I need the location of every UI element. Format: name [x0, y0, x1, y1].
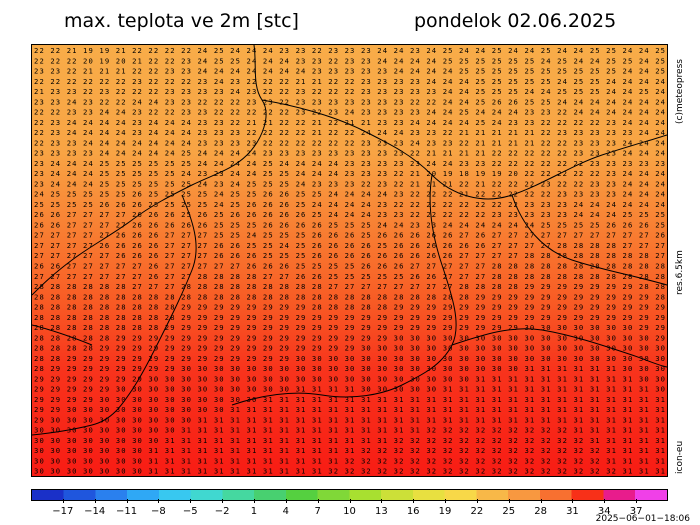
value-row: 22 22 22 22 22 22 23 22 22 22 23 24 23 2…: [34, 77, 665, 86]
copyright-label: (c)meteopress: [675, 59, 685, 124]
value-row: 22 22 22 20 19 20 21 22 22 23 24 25 25 2…: [34, 56, 665, 65]
colorbar-tick-label: −14: [84, 506, 106, 517]
colorbar-tick-label: −2: [214, 506, 230, 517]
border-line: [32, 324, 93, 346]
colorbar-tick-label: 22: [470, 506, 484, 517]
colorbar-tick-label: 7: [314, 506, 321, 517]
colorbar-tick-mark: [317, 499, 319, 503]
value-row: 23 23 22 21 21 21 22 22 23 23 24 24 24 2…: [34, 67, 665, 76]
colorbar-tick-label: −8: [151, 506, 166, 517]
value-row: 22 23 24 24 24 24 23 24 24 24 23 23 22 2…: [34, 118, 665, 127]
colorbar-tick-mark: [349, 499, 351, 503]
value-row: 26 26 27 27 27 27 26 26 26 26 26 25 25 2…: [34, 220, 665, 229]
border-line: [231, 174, 457, 406]
colorbar-tick-mark: [572, 499, 574, 503]
temperature-map: 22 22 21 19 19 21 22 22 22 22 24 25 24 2…: [31, 44, 668, 477]
map-title: max. teplota ve 2m [stc]: [64, 10, 299, 32]
value-row: 29 29 30 30 30 30 30 30 30 30 30 30 31 3…: [34, 405, 665, 414]
colorbar-tick-label: 28: [534, 506, 547, 517]
value-row: 23 24 24 24 25 25 25 25 25 24 23 23 24 2…: [34, 169, 665, 178]
forecast-date: pondelok 02.06.2025: [414, 10, 617, 32]
value-row: 27 27 27 27 26 26 26 26 27 27 27 26 26 2…: [34, 241, 665, 250]
value-row: 23 23 23 23 24 24 24 24 24 25 24 24 24 2…: [34, 149, 665, 158]
value-row: 28 28 28 28 28 28 28 28 28 28 28 28 28 2…: [34, 292, 665, 301]
colorbar-tick-label: 4: [282, 506, 289, 517]
colorbar-tick-mark: [222, 499, 224, 503]
value-row: 29 29 29 29 29 29 29 30 30 30 30 30 30 3…: [34, 374, 665, 383]
border-line: [511, 194, 667, 286]
colorbar-tick-mark: [158, 499, 160, 503]
colorbar-tick-label: 13: [374, 506, 388, 517]
colorbar-tick-label: −17: [52, 506, 74, 517]
colorbar-tick-label: 25: [502, 506, 516, 517]
model-label: icon-eu: [675, 440, 685, 474]
value-row: 21 23 23 22 23 22 22 22 23 23 23 23 24 2…: [34, 87, 665, 96]
colorbar-tick-mark: [94, 499, 96, 503]
map-canvas: 22 22 21 19 19 21 22 22 22 22 24 25 24 2…: [32, 45, 667, 476]
temperature-field: [32, 45, 667, 476]
colorbar-tick-label: 1: [250, 506, 258, 517]
colorbar-tick-mark: [413, 499, 415, 503]
colorbar-tick-label: 34: [597, 506, 611, 517]
colorbar-tick-mark: [476, 499, 478, 503]
colorbar-tick-label: 10: [343, 506, 356, 517]
colorbar-tick-mark: [604, 499, 606, 503]
value-row: 24 25 25 25 25 25 26 25 25 25 25 24 25 2…: [34, 190, 665, 199]
value-row: 22 23 24 24 24 24 23 24 24 24 23 23 23 2…: [34, 128, 665, 137]
colorbar-tick-mark: [445, 499, 447, 503]
colorbar-tick-mark: [253, 499, 255, 503]
value-row: 22 23 23 24 24 24 24 24 24 24 23 23 23 2…: [34, 138, 665, 147]
value-row: 29 29 29 29 29 30 30 30 30 30 30 30 30 3…: [34, 385, 665, 394]
value-row: 29 29 29 29 30 30 30 30 30 30 30 30 30 3…: [34, 395, 665, 404]
value-row: 30 30 30 30 30 30 30 31 31 31 31 31 31 3…: [34, 456, 665, 465]
value-row: 25 25 25 25 26 26 26 25 25 25 25 24 25 2…: [34, 200, 665, 209]
value-row: 27 27 27 27 27 26 26 26 27 27 27 25 25 2…: [34, 231, 665, 240]
value-row: 23 23 24 23 22 22 24 24 23 23 22 22 22 2…: [34, 97, 665, 106]
borders: [32, 45, 667, 436]
colorbar-tick-mark: [126, 499, 128, 503]
value-row: 28 28 28 28 28 28 28 28 28 29 29 29 29 2…: [34, 303, 665, 312]
value-row: 26 26 27 27 27 27 26 26 26 25 26 25 26 2…: [34, 210, 665, 219]
colorbar-tick-label: 31: [566, 506, 579, 517]
colorbar-tick-mark: [540, 499, 542, 503]
value-row: 28 28 28 28 29 29 29 29 29 29 29 29 29 2…: [34, 344, 665, 353]
colorbar-tick-mark: [636, 499, 638, 503]
colorbar-tick-mark: [62, 499, 64, 503]
value-row: 22 22 21 19 19 21 22 22 22 22 24 25 24 2…: [34, 46, 665, 55]
colorbar-tick-mark: [508, 499, 510, 503]
value-row: 28 28 28 28 28 28 28 28 29 29 29 29 29 2…: [34, 323, 665, 332]
border-line: [32, 194, 197, 436]
colorbar-tick-label: −11: [115, 506, 138, 517]
colorbar-tick-mark: [381, 499, 383, 503]
value-row: 28 28 28 28 28 29 29 29 29 29 29 29 29 2…: [34, 333, 665, 342]
border-line: [261, 99, 667, 200]
value-row: 28 28 28 28 28 28 28 28 28 29 29 29 29 2…: [34, 313, 665, 322]
value-row: 27 27 27 27 27 26 26 26 27 27 27 26 26 2…: [34, 251, 665, 260]
border-line: [451, 328, 667, 368]
colorbar-ticks: −17 −14 −11 −8 −5 −2 1 4 7 10 13 16 19 22 25 28 31 34 37: [31, 499, 668, 521]
colorbar-tick-label: 37: [629, 506, 643, 517]
value-row: 28 29 29 29 29 29 29 29 29 30 30 30 30 3…: [34, 364, 665, 373]
value-row: 30 30 30 30 30 30 30 30 30 31 31 31 31 3…: [34, 426, 665, 435]
value-row: 23 24 24 24 25 25 25 25 25 25 24 23 24 2…: [34, 179, 665, 188]
value-row: 28 28 29 29 29 29 29 29 29 29 29 29 29 2…: [34, 354, 665, 363]
value-row: 30 30 30 30 30 30 30 31 31 31 31 31 31 3…: [34, 446, 665, 455]
value-row: 27 27 27 27 27 27 27 26 27 27 28 28 28 2…: [34, 272, 665, 281]
value-row: 22 22 23 23 24 24 23 22 22 23 23 22 22 2…: [34, 108, 665, 117]
colorbar-tick-mark: [190, 499, 192, 503]
colorbar-tick-label: 19: [438, 506, 452, 517]
colorbar-tick-mark: [285, 499, 287, 503]
value-row: 23 24 24 24 25 25 25 25 25 25 24 24 24 2…: [34, 159, 665, 168]
value-grid: 22 22 21 19 19 21 22 22 22 22 24 25 24 2…: [34, 46, 665, 476]
value-row: 28 28 28 28 28 28 27 27 27 28 28 28 28 2…: [34, 282, 665, 291]
value-row: 26 26 27 27 27 27 27 26 27 27 27 27 27 2…: [34, 262, 665, 271]
value-row: 30 30 30 30 30 30 30 31 31 31 31 31 31 3…: [34, 467, 665, 476]
colorbar-tick-label: −5: [182, 506, 198, 517]
colorbar-tick-label: 16: [406, 506, 420, 517]
resolution-label: res.6.5km: [675, 250, 685, 295]
run-timestamp: 2025−06−01−18:06: [595, 514, 690, 524]
value-row: 30 30 30 30 30 30 30 30 31 31 31 31 31 3…: [34, 436, 665, 445]
value-row: 29 30 30 30 30 30 30 30 30 30 31 31 31 3…: [34, 415, 665, 424]
